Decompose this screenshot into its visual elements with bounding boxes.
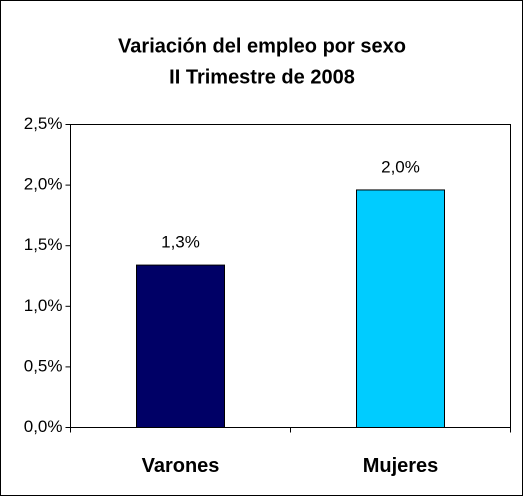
bar — [356, 189, 445, 428]
y-tick-label: 1,5% — [24, 235, 63, 254]
y-tick-label: 2,0% — [24, 175, 63, 194]
y-tick-label: 0,5% — [24, 356, 63, 375]
y-tick-label: 2,5% — [24, 114, 63, 133]
bar — [136, 264, 225, 429]
y-tick-label: 1,0% — [24, 296, 63, 315]
x-tick-label: Varones — [142, 455, 220, 477]
chart-subtitle: II Trimestre de 2008 — [169, 66, 355, 88]
data-label: 1,3% — [161, 233, 200, 252]
x-tick-label: Mujeres — [363, 455, 439, 477]
y-tick-label: 0,0% — [24, 417, 63, 436]
chart-title: Variación del empleo por sexo — [118, 35, 406, 57]
data-label: 2,0% — [381, 157, 420, 176]
